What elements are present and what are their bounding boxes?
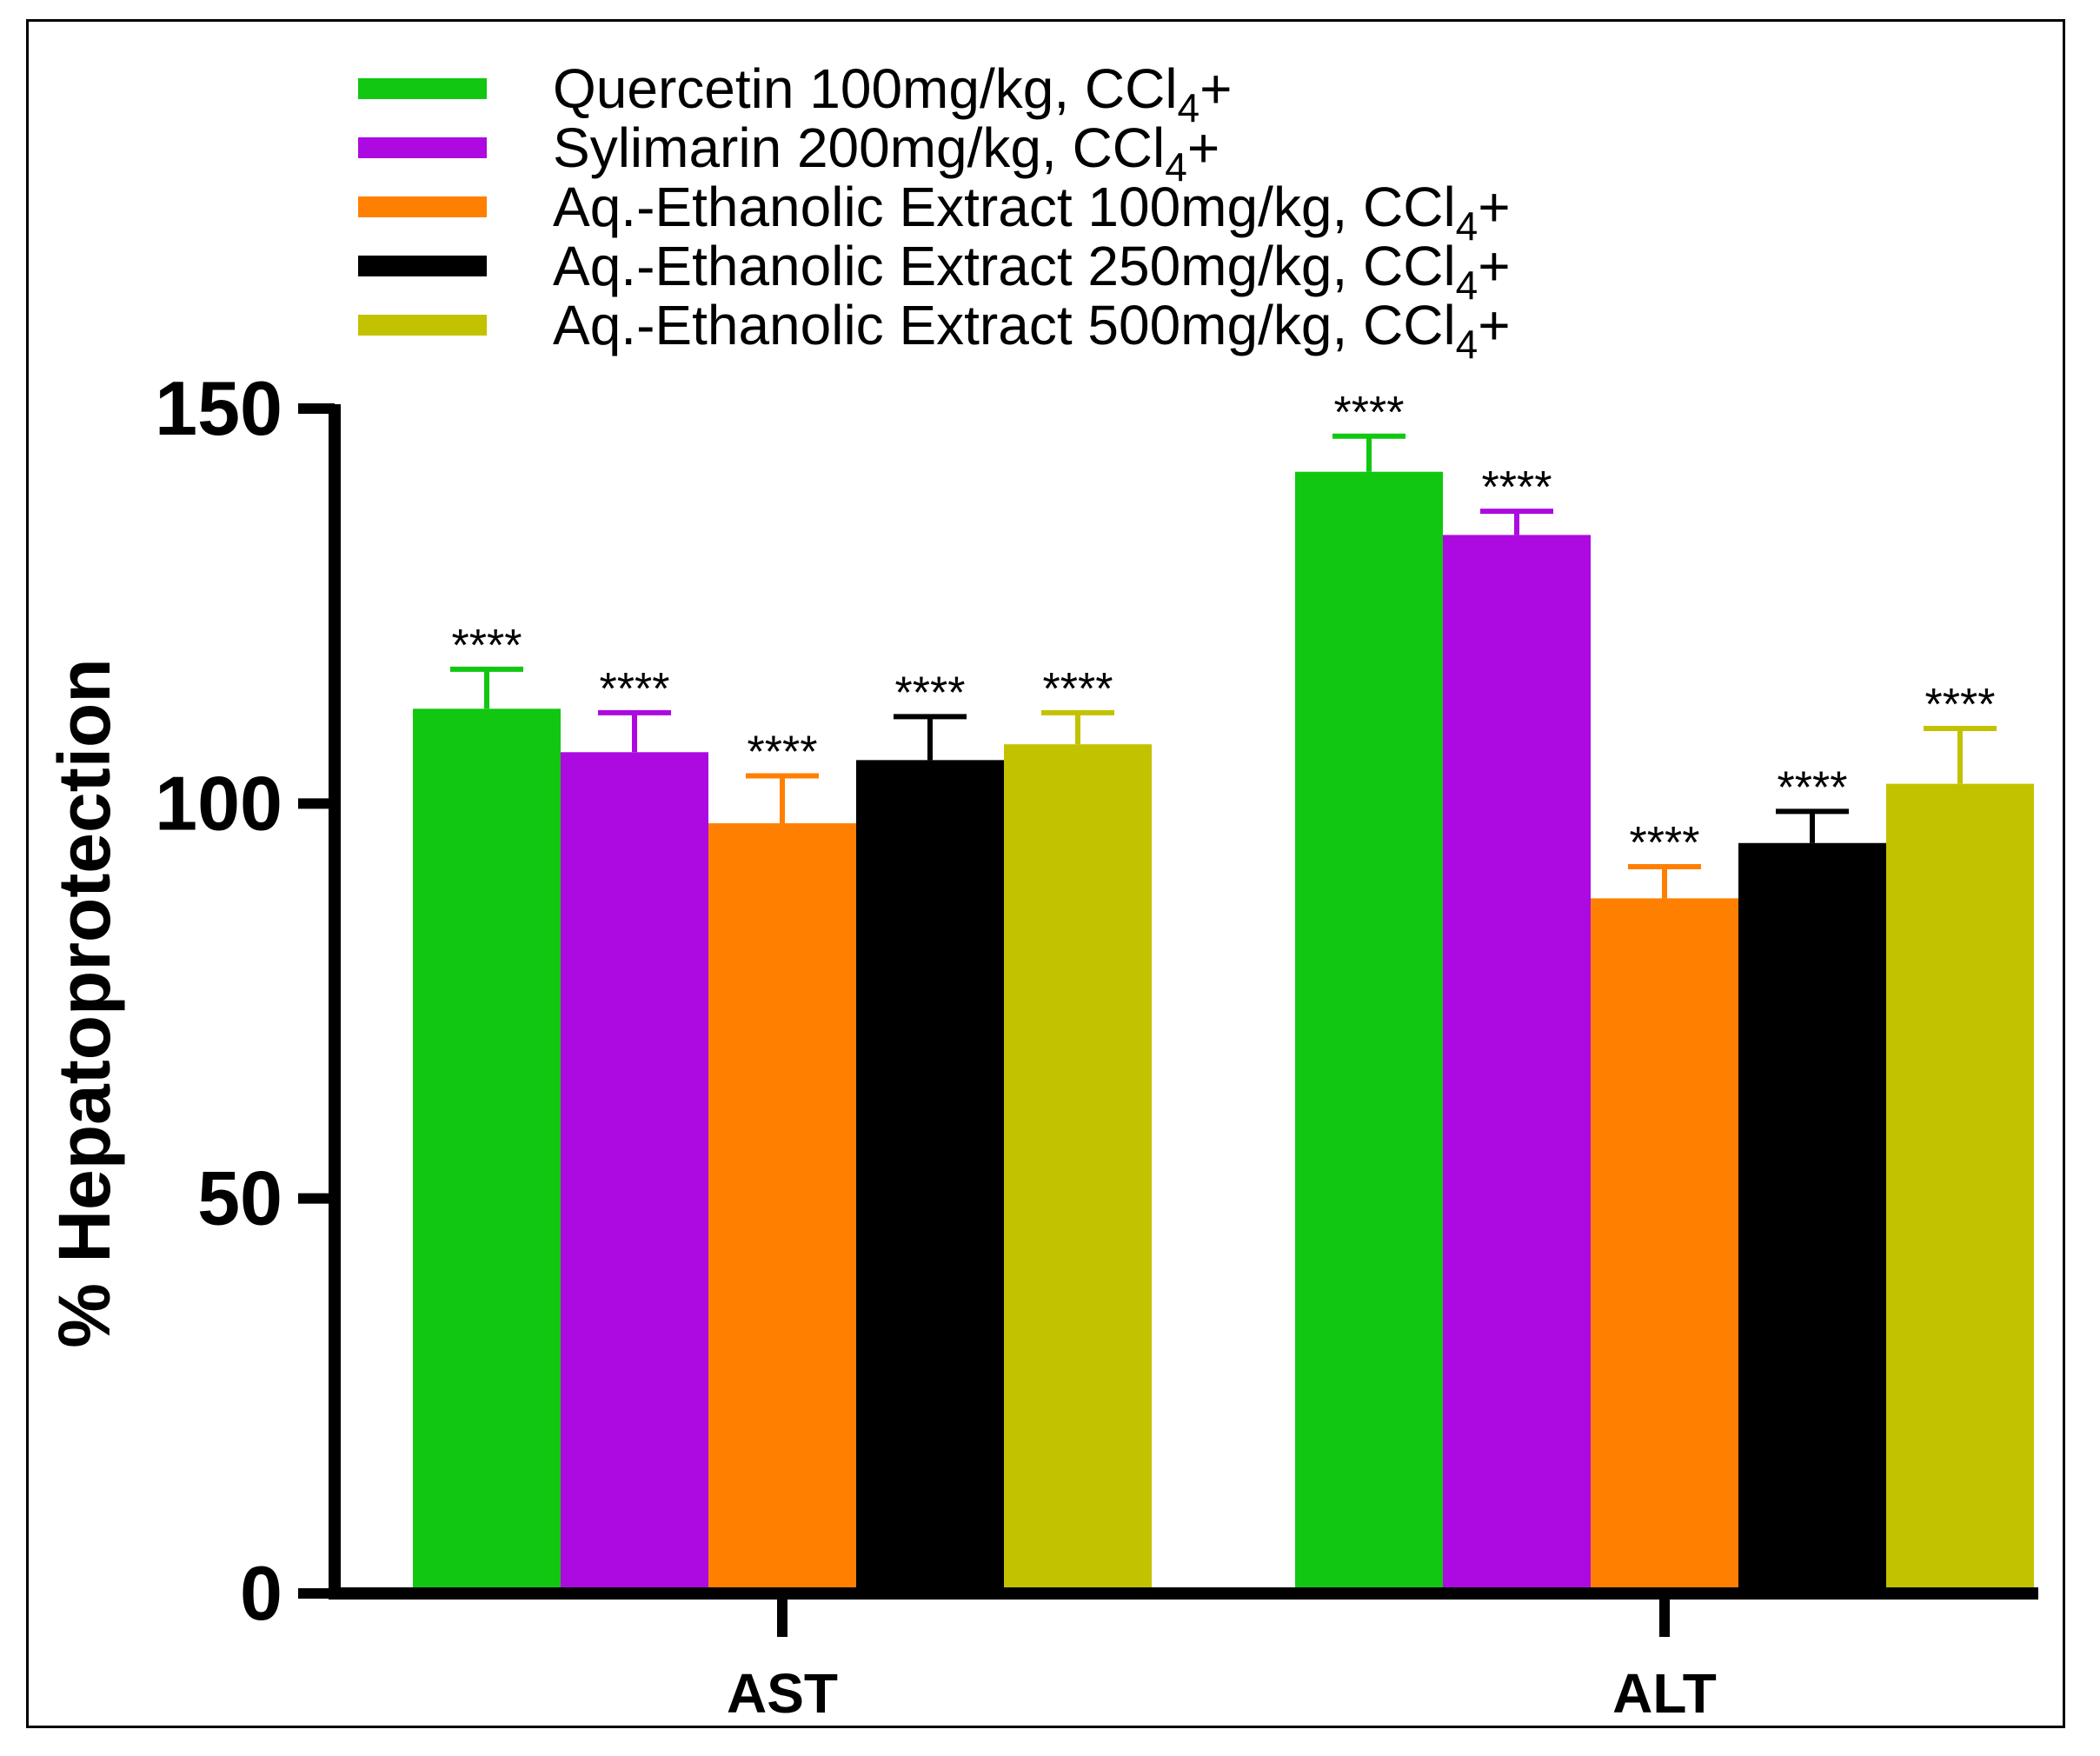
significance-alt-5: **** xyxy=(1925,680,1996,730)
significance-ast-4: **** xyxy=(895,668,966,718)
legend-swatch-2 xyxy=(358,137,487,158)
bar-ast-3 xyxy=(708,823,856,1593)
y-axis-label: % Hepatoprotection xyxy=(43,658,125,1347)
bar-alt-5 xyxy=(1886,783,2034,1593)
legend-swatch-4 xyxy=(358,256,487,276)
bars: **** **** **** **** **** **** **** **** **** **** xyxy=(413,388,2034,1593)
legend-label-2: Sylimarin 200mg/kg, CCl4+ xyxy=(553,116,1219,190)
legend-label-1: Quercetin 100mg/kg, CCl4+ xyxy=(553,57,1233,130)
significance-ast-1: **** xyxy=(452,621,522,671)
bar-alt-4 xyxy=(1738,842,1886,1593)
bar-alt-2 xyxy=(1443,535,1591,1593)
bar-ast-2 xyxy=(561,752,708,1593)
y-tick-label-100: 100 xyxy=(155,760,282,846)
legend-label-3: Aq.-Ethanolic Extract 100mg/kg, CCl4+ xyxy=(553,176,1511,249)
y-tick-label-150: 150 xyxy=(155,365,282,451)
significance-ast-3: **** xyxy=(748,728,818,778)
significance-alt-3: **** xyxy=(1630,818,1700,868)
significance-alt-1: **** xyxy=(1334,388,1405,438)
legend: Quercetin 100mg/kg, CCl4+Sylimarin 200mg… xyxy=(358,57,1511,367)
legend-label-4: Aq.-Ethanolic Extract 250mg/kg, CCl4+ xyxy=(553,235,1511,308)
bar-alt-1 xyxy=(1295,471,1443,1593)
x-tick-label-ast: AST xyxy=(727,1662,838,1725)
significance-alt-4: **** xyxy=(1778,762,1848,813)
legend-swatch-1 xyxy=(358,78,487,99)
bar-ast-5 xyxy=(1004,744,1152,1593)
significance-ast-5: **** xyxy=(1043,664,1113,715)
significance-alt-2: **** xyxy=(1482,462,1552,513)
bar-ast-4 xyxy=(856,760,1004,1593)
legend-swatch-3 xyxy=(358,196,487,217)
legend-label-5: Aq.-Ethanolic Extract 500mg/kg, CCl4+ xyxy=(553,294,1511,367)
y-tick-label-50: 50 xyxy=(197,1155,282,1241)
y-tick-label-0: 0 xyxy=(240,1550,282,1636)
bar-alt-3 xyxy=(1591,898,1738,1593)
bar-ast-1 xyxy=(413,708,561,1593)
legend-swatch-5 xyxy=(358,315,487,336)
axes: 0 50 100 150 AST ALT xyxy=(155,365,2038,1725)
significance-ast-2: **** xyxy=(600,664,670,715)
x-tick-label-alt: ALT xyxy=(1612,1662,1717,1725)
